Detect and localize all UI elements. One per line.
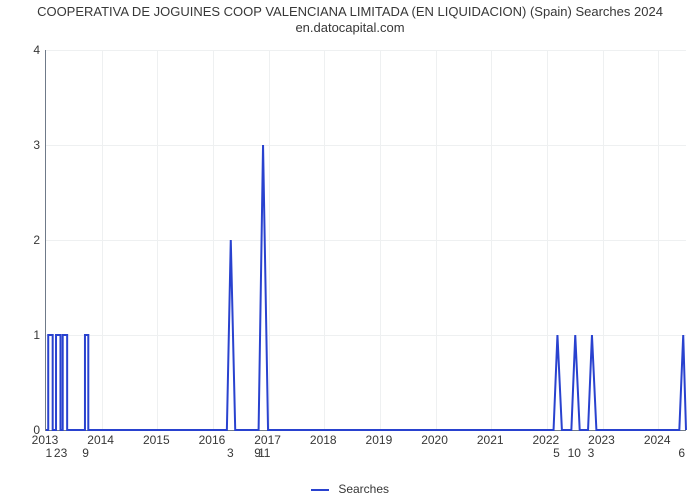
searches-line — [46, 145, 686, 430]
value-label: 3 — [227, 446, 234, 460]
chart-title: COOPERATIVA DE JOGUINES COOP VALENCIANA … — [0, 4, 700, 37]
x-tick-label: 2023 — [588, 433, 615, 447]
x-tick-label: 2016 — [199, 433, 226, 447]
legend-swatch — [311, 489, 329, 491]
value-label: 1 — [264, 446, 271, 460]
chart-title-line1: COOPERATIVA DE JOGUINES COOP VALENCIANA … — [37, 4, 663, 19]
x-tick-label: 2018 — [310, 433, 337, 447]
chart-title-line2: en.datocapital.com — [295, 20, 404, 35]
legend: Searches — [0, 482, 700, 496]
value-label: 1 — [46, 446, 53, 460]
chart-container: COOPERATIVA DE JOGUINES COOP VALENCIANA … — [0, 0, 700, 500]
value-label: 5 — [553, 446, 560, 460]
value-label: 10 — [568, 446, 581, 460]
y-tick-label: 2 — [20, 233, 40, 247]
value-label: 3 — [61, 446, 68, 460]
y-tick-label: 1 — [20, 328, 40, 342]
value-label: 3 — [588, 446, 595, 460]
x-tick-label: 2013 — [32, 433, 59, 447]
x-tick-label: 2020 — [421, 433, 448, 447]
x-tick-label: 2014 — [87, 433, 114, 447]
value-label: 6 — [678, 446, 685, 460]
x-tick-label: 2015 — [143, 433, 170, 447]
x-tick-label: 2021 — [477, 433, 504, 447]
x-tick-label: 2019 — [366, 433, 393, 447]
x-tick-label: 2024 — [644, 433, 671, 447]
x-tick-label: 2022 — [533, 433, 560, 447]
legend-label: Searches — [338, 482, 389, 496]
x-tick-label: 2017 — [254, 433, 281, 447]
plot-area — [45, 50, 686, 431]
value-label: 9 — [82, 446, 89, 460]
value-label: 2 — [54, 446, 61, 460]
line-series-svg — [46, 50, 686, 430]
y-tick-label: 4 — [20, 43, 40, 57]
y-tick-label: 3 — [20, 138, 40, 152]
